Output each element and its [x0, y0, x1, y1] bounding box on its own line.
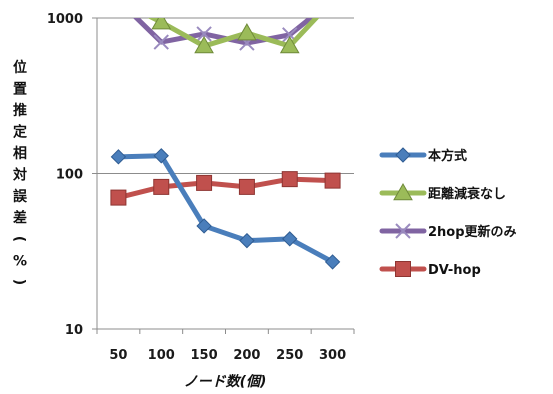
legend-swatch-marker [395, 223, 411, 239]
y-axis-title-char: 定 [13, 124, 27, 141]
y-axis-title-char: 誤 [13, 188, 28, 205]
data-point [153, 178, 170, 195]
x-axis: 50 100 150 200 250 300 [96, 328, 355, 363]
data-point [153, 34, 169, 50]
data-point [194, 36, 214, 54]
series-line [115, 176, 336, 201]
legend-item: DV-hop [379, 261, 481, 278]
data-point [110, 189, 127, 206]
x-tick-label: 150 [191, 348, 218, 363]
series-3 [110, 171, 341, 206]
series-2 [132, 18, 315, 51]
series-0 [110, 148, 341, 270]
series-line [115, 153, 336, 265]
y-tick-label: 100 [56, 168, 83, 183]
data-point [153, 148, 169, 164]
y-axis-title-char: 相 [13, 145, 27, 162]
legend-item: 2hop更新のみ [379, 223, 517, 240]
x-tick-label: 100 [148, 348, 175, 363]
data-point [324, 172, 341, 189]
x-tick-label: 200 [233, 348, 260, 363]
legend-item: 本方式 [379, 147, 467, 164]
data-point [239, 232, 255, 249]
series-line [147, 18, 320, 49]
data-point [281, 171, 298, 188]
x-tick-label: 300 [319, 348, 346, 363]
x-tick-label: 50 [109, 348, 127, 363]
legend-swatch-marker [395, 261, 411, 277]
data-point [237, 23, 257, 41]
data-point [282, 231, 298, 247]
data-point [324, 254, 341, 270]
legend-swatch-marker [395, 147, 411, 163]
y-axis-title-char: 置 [13, 81, 27, 98]
y-axis-title-char: 差 [13, 210, 27, 227]
y-tick-label: 1000 [47, 12, 83, 27]
y-axis-title-char: 対 [12, 167, 27, 184]
y-axis-title-char: ( [11, 236, 27, 242]
gridlines [97, 17, 354, 330]
legend-label: 本方式 [428, 148, 467, 164]
y-axis: 10 100 1000 [47, 12, 98, 338]
y-axis-title-char: 位 [13, 59, 27, 76]
legend-label: 距離減衰なし [428, 186, 506, 202]
data-point [196, 174, 213, 191]
x-axis-title: ノード数(個) [184, 373, 267, 390]
legend-item: 距離減衰なし [379, 182, 506, 202]
data-point [279, 36, 300, 54]
y-axis-title-char: 推 [13, 102, 27, 119]
y-tick-label: 10 [65, 323, 83, 338]
y-axis-title-char: % [13, 254, 27, 270]
legend-label: 2hop更新のみ [428, 224, 517, 240]
data-point [196, 26, 212, 42]
data-point [238, 178, 255, 195]
series-1 [147, 18, 320, 54]
data-point [196, 218, 212, 234]
legend-label: DV-hop [428, 263, 481, 278]
legend-swatch-marker [393, 182, 413, 201]
data-point [110, 149, 127, 165]
y-axis-title-char: ) [11, 279, 27, 285]
plot-series [110, 18, 341, 270]
x-tick-label: 250 [276, 348, 303, 363]
data-point [151, 18, 172, 30]
